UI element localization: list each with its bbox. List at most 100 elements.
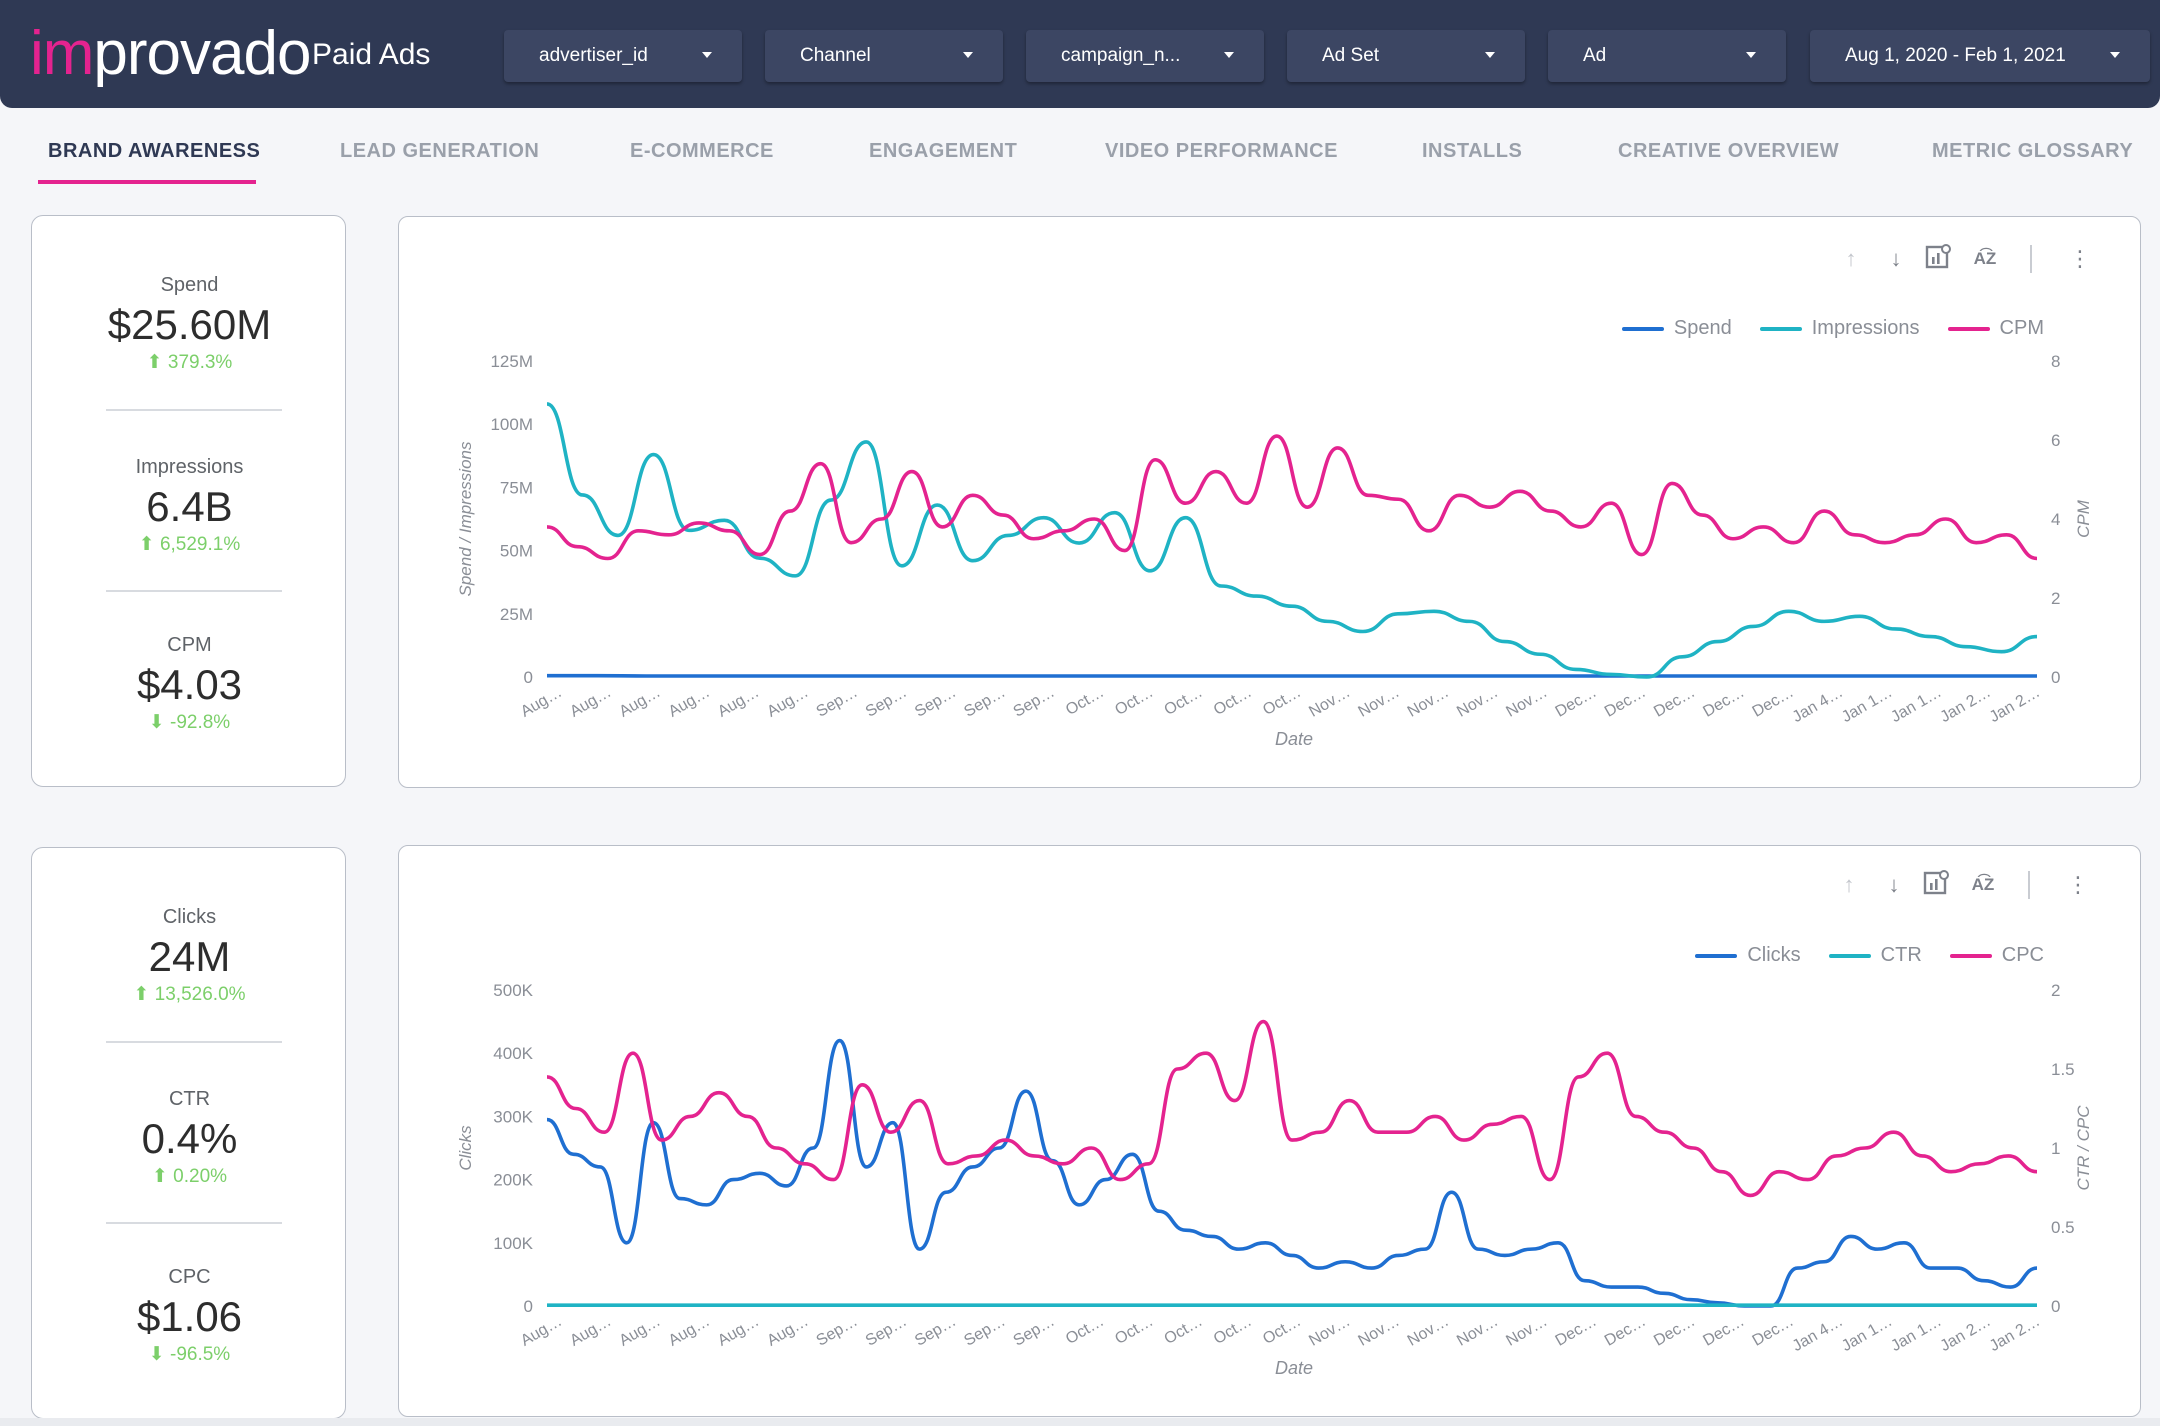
legend-item[interactable]: Clicks [1695, 944, 1801, 967]
y-tick-label-left: 25M [500, 605, 533, 624]
filter-ad[interactable]: Ad [1548, 30, 1786, 82]
x-tick-label: Dec… [1651, 1313, 1698, 1350]
filter-campaign-name[interactable]: campaign_n... [1026, 30, 1264, 82]
legend-item[interactable]: Spend [1621, 317, 1732, 340]
x-tick-label: Jan 1… [1888, 684, 1944, 726]
x-tick-label: Sep… [814, 684, 861, 721]
improvado-logo[interactable]: improvado [30, 18, 311, 89]
x-tick-label: Aug… [715, 1313, 762, 1350]
filter-date-range[interactable]: Aug 1, 2020 - Feb 1, 2021 [1810, 30, 2150, 82]
kpi-label: Clicks [162, 906, 217, 928]
x-tick-label: Sep… [912, 1313, 959, 1350]
kpi-impressions: Impressions 6.4B ⬆ 6,529.1% [32, 456, 347, 556]
arrow-down-icon[interactable]: ↓ [1890, 246, 1902, 271]
kpi-delta-text: -96.5% [170, 1344, 231, 1365]
legend-item[interactable]: Impressions [1759, 317, 1920, 340]
y-tick-label-right: 4 [2051, 510, 2060, 529]
x-tick-label: Oct… [1112, 1313, 1156, 1348]
x-tick-label: Jan 2… [1937, 1313, 1993, 1355]
tab-metric-glossary[interactable]: METRIC GLOSSARY [1932, 140, 2134, 162]
kpi-label: CTR [168, 1088, 211, 1110]
chart-card-spend-impressions-cpm: ↑ ↓ A͡Z ⋮ Spend Impressions CPM 0 25M 50M 7… [398, 216, 2141, 788]
x-tick-label: Nov… [1356, 684, 1403, 721]
series-line-clicks [546, 1038, 2038, 1308]
x-tick-label: Nov… [1454, 684, 1501, 721]
x-tick-label: Sep… [814, 1313, 861, 1350]
chart-plot-spend-impressions-cpm: 0 25M 50M 75M 100M 125M 0 2 4 6 8 Spend / Impressio… [456, 352, 2093, 749]
x-tick-label: Aug… [567, 684, 614, 721]
y-tick-label-left: 0 [524, 668, 533, 687]
filter-ad-set[interactable]: Ad Set [1287, 30, 1525, 82]
x-tick-label: Aug… [518, 1313, 565, 1350]
x-tick-label: Oct… [1211, 684, 1255, 719]
legend-label: Clicks [1747, 944, 1801, 966]
arrow-down-icon: ⬇ [148, 712, 165, 733]
arrow-up-icon[interactable]: ↑ [1845, 246, 1857, 271]
arrow-up-icon[interactable]: ↑ [1843, 872, 1855, 897]
y-tick-label-left: 100M [490, 415, 533, 434]
toolbar-separator [2030, 245, 2032, 273]
tab-lead-generation[interactable]: LEAD GENERATION [340, 140, 540, 162]
kpi-delta-text: -92.8% [170, 712, 231, 733]
legend-item[interactable]: CPC [1949, 944, 2044, 967]
filter-label: Ad [1583, 45, 1607, 66]
y-axis-title-left: Clicks [456, 1125, 475, 1171]
x-tick-label: Oct… [1112, 684, 1156, 719]
y-tick-label-right: 0 [2051, 1297, 2060, 1316]
kpi-divider [106, 1222, 282, 1224]
series-line-cpm [546, 434, 2038, 561]
x-tick-label: Aug… [617, 1313, 664, 1350]
sort-az-icon[interactable]: A͡Z [1973, 249, 1997, 268]
y-tick-label-right: 1 [2051, 1139, 2060, 1158]
y-tick-label-right: 1.5 [2051, 1060, 2075, 1079]
legend-label: Impressions [1811, 317, 1920, 339]
y-tick-label-left: 50M [500, 542, 533, 561]
kpi-delta: ⬆ 13,526.0% [32, 983, 347, 1006]
arrow-down-icon[interactable]: ↓ [1888, 872, 1900, 897]
arrow-up-icon: ⬆ [146, 352, 163, 373]
toolbar-separator [2028, 871, 2030, 899]
chart-settings-icon[interactable] [1923, 870, 1953, 900]
kpi-cpc: CPC $1.06 ⬇ -96.5% [32, 1266, 347, 1366]
app-title: Paid Ads [312, 38, 431, 71]
tab-brand-awareness[interactable]: BRAND AWARENESS [48, 140, 261, 162]
more-vert-icon[interactable]: ⋮ [2069, 246, 2091, 271]
x-tick-label: Nov… [1405, 1313, 1452, 1350]
tab-creative-overview[interactable]: CREATIVE OVERVIEW [1618, 140, 1840, 162]
x-tick-label: Oct… [1063, 1313, 1107, 1348]
y-tick-label-right: 0.5 [2051, 1218, 2075, 1237]
y-axis-title-left: Spend / Impressions [456, 441, 475, 596]
kpi-delta-text: 379.3% [167, 352, 233, 373]
x-tick-label: Jan 1… [1888, 1313, 1944, 1355]
legend-item[interactable]: CTR [1828, 944, 1922, 967]
chart-settings-icon[interactable] [1925, 244, 1955, 274]
filter-label: campaign_n... [1061, 45, 1181, 66]
x-tick-label: Nov… [1306, 1313, 1353, 1350]
tab-e-commerce[interactable]: E-COMMERCE [630, 140, 774, 162]
chart-legend: Spend Impressions CPM [1621, 317, 2044, 340]
kpi-label: Spend [160, 274, 219, 296]
filter-label: advertiser_id [539, 45, 648, 66]
x-tick-label: Aug… [764, 684, 811, 721]
sort-az-icon[interactable]: A͡Z [1971, 875, 1995, 894]
kpi-value: 6.4B [146, 483, 233, 530]
filter-channel[interactable]: Channel [765, 30, 1003, 82]
y-tick-label-left: 400K [493, 1044, 533, 1063]
x-tick-label: Jan 2… [1937, 684, 1993, 726]
tab-installs[interactable]: INSTALLS [1422, 140, 1523, 162]
y-tick-label-left: 200K [493, 1171, 533, 1190]
x-tick-label: Jan 1… [1839, 684, 1895, 726]
x-tick-label: Aug… [617, 684, 664, 721]
filter-advertiser-id[interactable]: advertiser_id [504, 30, 742, 82]
kpi-delta: ⬆ 6,529.1% [32, 533, 347, 556]
tab-engagement[interactable]: ENGAGEMENT [869, 140, 1018, 162]
more-vert-icon[interactable]: ⋮ [2067, 872, 2089, 897]
tab-video-performance[interactable]: VIDEO PERFORMANCE [1105, 140, 1338, 162]
y-axis-title-right: CPM [2074, 499, 2093, 538]
kpi-value: $25.60M [107, 301, 272, 348]
kpi-label: Impressions [135, 456, 244, 478]
legend-item[interactable]: CPM [1947, 317, 2044, 340]
kpi-card-clicks: Clicks 24M ⬆ 13,526.0% CTR 0.4% ⬆ 0.20% … [31, 847, 346, 1419]
y-tick-label-left: 300K [493, 1107, 533, 1126]
legend-label: CPM [1999, 317, 2044, 339]
